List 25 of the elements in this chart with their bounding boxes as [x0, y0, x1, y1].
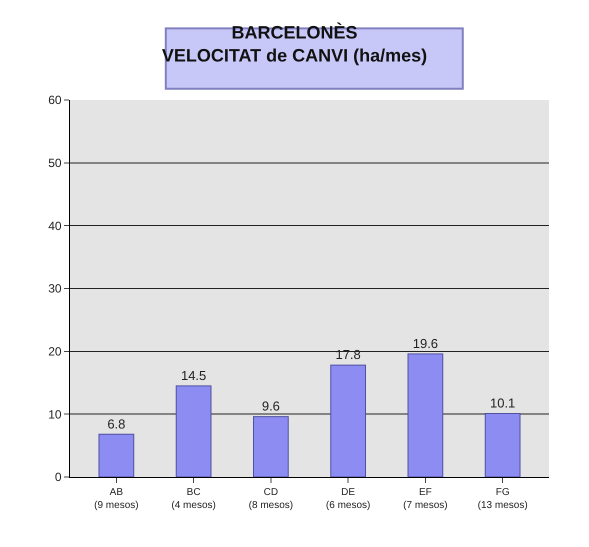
- data-label: 14.5: [180, 368, 206, 383]
- data-label: 19.6: [412, 336, 438, 351]
- y-tick-label: 10: [48, 407, 62, 422]
- bar: [484, 413, 521, 477]
- y-tick-label: 40: [48, 218, 62, 233]
- x-tick-label: FG (13 mesos): [478, 487, 528, 511]
- x-tick-label: CD (8 mesos): [248, 487, 294, 511]
- bar: [176, 385, 212, 477]
- y-tick-label: 50: [48, 156, 62, 170]
- bar: [330, 364, 366, 477]
- data-label: 10.1: [490, 396, 516, 411]
- y-tick-label: 20: [48, 344, 62, 359]
- x-tick-label: BC (4 mesos): [171, 487, 216, 511]
- bar: [408, 353, 444, 477]
- y-tick-label: 30: [48, 282, 62, 296]
- chart-title: BARCELONÈS VELOCITAT de CANVI (ha/mes): [162, 22, 428, 66]
- x-tick-label: EF (7 mesos): [403, 487, 448, 511]
- x-tick-label: AB (9 mesos): [94, 487, 139, 511]
- data-label: 9.6: [262, 398, 280, 414]
- data-label: 6.8: [107, 416, 126, 432]
- y-tick-label: 0: [54, 470, 62, 484]
- x-tick-label: DE (6 mesos): [326, 487, 370, 511]
- y-tick-label: 60: [48, 93, 62, 108]
- bar: [252, 416, 289, 477]
- bar: [98, 434, 134, 477]
